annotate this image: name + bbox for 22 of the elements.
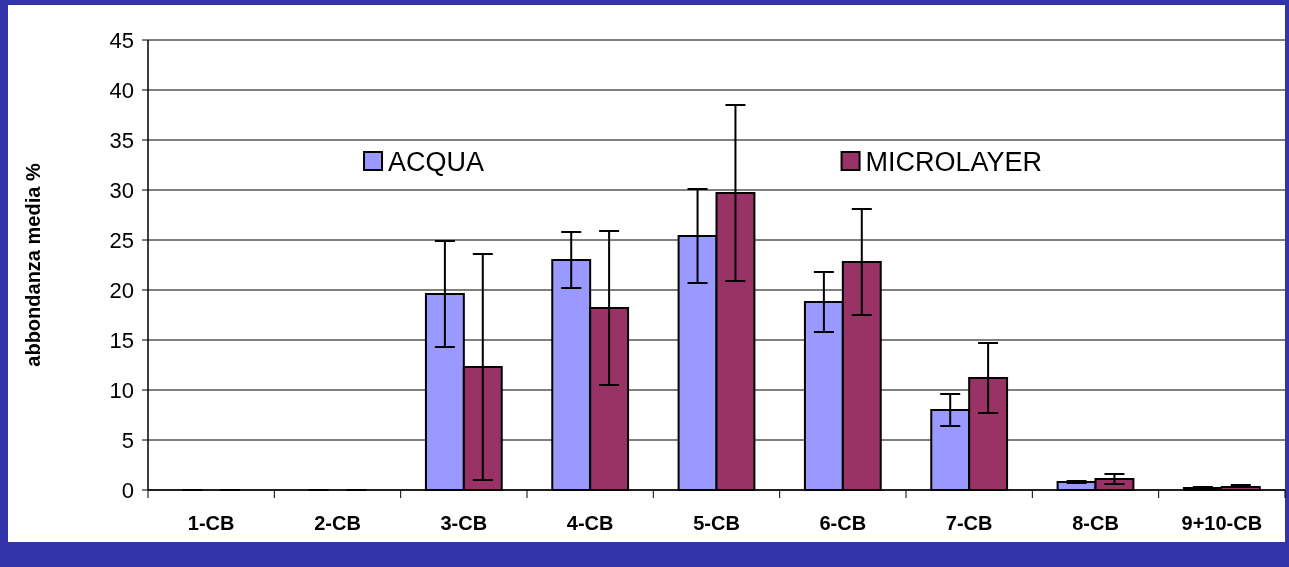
x-tick-label: 9+10-CB bbox=[1181, 512, 1263, 534]
x-tick-label: 2-CB bbox=[314, 512, 361, 534]
x-tick-label: 7-CB bbox=[945, 512, 993, 534]
y-tick-label: 30 bbox=[109, 177, 134, 203]
y-tick-label: 0 bbox=[121, 477, 134, 503]
x-tick-label: 1-CB bbox=[187, 512, 235, 534]
legend-label: MICROLAYER bbox=[865, 146, 1043, 177]
legend-label: ACQUA bbox=[388, 146, 485, 177]
x-tick-label: 4-CB bbox=[566, 512, 614, 534]
x-tick-label: 6-CB bbox=[819, 512, 867, 534]
x-tick-label: 8-CB bbox=[1072, 512, 1119, 534]
x-tick-label: 5-CB bbox=[693, 512, 740, 534]
y-tick-label: 45 bbox=[109, 27, 134, 53]
y-axis-title: abbondanza media % bbox=[22, 163, 44, 367]
y-tick-label: 20 bbox=[109, 277, 134, 303]
y-tick-label: 10 bbox=[109, 377, 134, 403]
y-tick-label: 40 bbox=[109, 77, 134, 103]
y-tick-label: 25 bbox=[109, 227, 134, 253]
y-tick-label: 35 bbox=[109, 127, 134, 153]
x-tick-label: 3-CB bbox=[440, 512, 488, 534]
y-tick-label: 15 bbox=[109, 327, 134, 353]
y-tick-label: 5 bbox=[121, 427, 134, 453]
